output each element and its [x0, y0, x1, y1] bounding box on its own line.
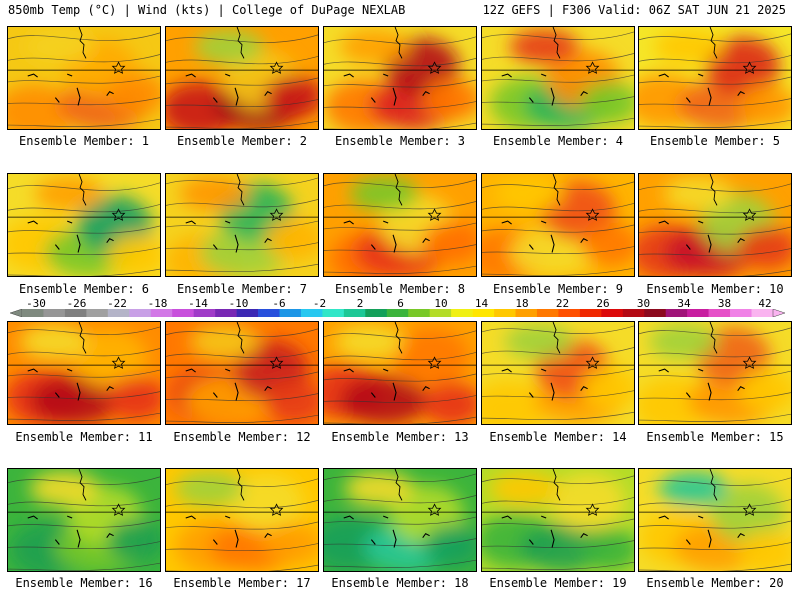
- colorbar-swatch: [687, 309, 709, 317]
- map-panel-1: [7, 26, 161, 130]
- colorbar-tick-label: 30: [636, 297, 651, 310]
- member-caption-5: Ensemble Member: 5: [649, 134, 781, 148]
- colorbar-swatch: [429, 309, 452, 317]
- member-caption-15: Ensemble Member: 15: [646, 430, 784, 444]
- colorbar-tick-label: -2: [312, 297, 327, 310]
- map-panel-12: [165, 321, 319, 425]
- map-panel-6: [7, 173, 161, 277]
- colorbar-swatch: [150, 309, 173, 317]
- map-panel-8: [323, 173, 477, 277]
- map-panel-11: [7, 321, 161, 425]
- colorbar-swatch: [751, 309, 774, 317]
- member-caption-17: Ensemble Member: 17: [173, 576, 311, 590]
- map-panel-15: [638, 321, 792, 425]
- colorbar-tick-label: 2: [356, 297, 364, 310]
- colorbar-swatch: [494, 309, 516, 317]
- colorbar-swatch: [536, 309, 559, 317]
- member-caption-9: Ensemble Member: 9: [492, 282, 624, 296]
- colorbar-swatch: [515, 309, 538, 317]
- colorbar-tick-label: 10: [434, 297, 448, 310]
- map-panel-14: [481, 321, 635, 425]
- map-panel-20: [638, 468, 792, 572]
- temperature-colorbar: [10, 309, 785, 317]
- colorbar-swatch: [193, 309, 216, 317]
- map-panel-5: [638, 26, 792, 130]
- member-caption-8: Ensemble Member: 8: [334, 282, 466, 296]
- member-caption-4: Ensemble Member: 4: [492, 134, 624, 148]
- member-caption-10: Ensemble Member: 10: [646, 282, 784, 296]
- member-caption-20: Ensemble Member: 20: [646, 576, 784, 590]
- colorbar-tick-label: -22: [107, 297, 127, 310]
- model-run-info: 12Z GEFS | F306 Valid: 06Z SAT JUN 21 20…: [482, 3, 786, 17]
- colorbar-swatch: [730, 309, 752, 317]
- map-panel-16: [7, 468, 161, 572]
- map-panel-13: [323, 321, 477, 425]
- member-caption-11: Ensemble Member: 11: [15, 430, 153, 444]
- member-caption-13: Ensemble Member: 13: [331, 430, 469, 444]
- colorbar-swatch: [64, 309, 87, 317]
- colorbar-tick-label: 14: [474, 297, 489, 310]
- colorbar-swatch: [644, 309, 667, 317]
- map-panel-19: [481, 468, 635, 572]
- member-caption-19: Ensemble Member: 19: [489, 576, 627, 590]
- map-panel-7: [165, 173, 319, 277]
- colorbar-tick-label: 42: [758, 297, 772, 310]
- member-caption-2: Ensemble Member: 2: [176, 134, 308, 148]
- map-panel-2: [165, 26, 319, 130]
- member-caption-14: Ensemble Member: 14: [489, 430, 627, 444]
- member-caption-18: Ensemble Member: 18: [331, 576, 469, 590]
- colorbar-tick-label: 6: [397, 297, 404, 310]
- colorbar-swatch: [172, 309, 194, 317]
- colorbar-tick-label: 22: [555, 297, 570, 310]
- colorbar-tick-label: -18: [147, 297, 168, 310]
- colorbar-swatch: [451, 309, 473, 317]
- colorbar-tick-label: 26: [596, 297, 610, 310]
- member-caption-3: Ensemble Member: 3: [334, 134, 466, 148]
- colorbar-swatch: [22, 309, 44, 317]
- colorbar-tick-label: -30: [26, 297, 46, 310]
- map-panel-10: [638, 173, 792, 277]
- colorbar-swatch: [665, 309, 688, 317]
- colorbar-swatch: [86, 309, 109, 317]
- map-panel-3: [323, 26, 477, 130]
- member-caption-7: Ensemble Member: 7: [176, 282, 308, 296]
- colorbar-swatch: [129, 309, 152, 317]
- colorbar-tick-label: -26: [66, 297, 87, 310]
- colorbar-swatch: [43, 309, 66, 317]
- member-caption-6: Ensemble Member: 6: [18, 282, 150, 296]
- chart-title: 850mb Temp (°C) | Wind (kts) | College o…: [8, 3, 406, 17]
- colorbar-tick-label: 38: [717, 297, 732, 310]
- colorbar-swatch: [236, 309, 259, 317]
- colorbar-tick-label: -14: [188, 297, 208, 310]
- colorbar-swatch: [472, 309, 495, 317]
- colorbar-swatch: [258, 309, 280, 317]
- member-caption-12: Ensemble Member: 12: [173, 430, 311, 444]
- colorbar-swatch: [558, 309, 581, 317]
- map-panel-18: [323, 468, 477, 572]
- colorbar-tick-label: -10: [228, 297, 249, 310]
- map-panel-17: [165, 468, 319, 572]
- colorbar-swatch: [708, 309, 731, 317]
- colorbar-swatch: [279, 309, 302, 317]
- colorbar-tick-label: -6: [272, 297, 286, 310]
- member-caption-16: Ensemble Member: 16: [15, 576, 153, 590]
- map-panel-9: [481, 173, 635, 277]
- colorbar-tick-label: 34: [677, 297, 691, 310]
- colorbar-swatch: [601, 309, 624, 317]
- colorbar-swatch: [215, 309, 237, 317]
- colorbar-swatch: [322, 309, 345, 317]
- colorbar-swatch: [343, 309, 366, 317]
- colorbar-swatch: [365, 309, 388, 317]
- colorbar-swatch: [408, 309, 430, 317]
- colorbar-tick-label: 18: [515, 297, 529, 310]
- member-caption-1: Ensemble Member: 1: [18, 134, 150, 148]
- colorbar-swatch: [107, 309, 130, 317]
- colorbar-swatch: [300, 309, 323, 317]
- colorbar-swatch: [386, 309, 409, 317]
- colorbar-swatch: [622, 309, 645, 317]
- colorbar-swatch: [579, 309, 602, 317]
- map-panel-4: [481, 26, 635, 130]
